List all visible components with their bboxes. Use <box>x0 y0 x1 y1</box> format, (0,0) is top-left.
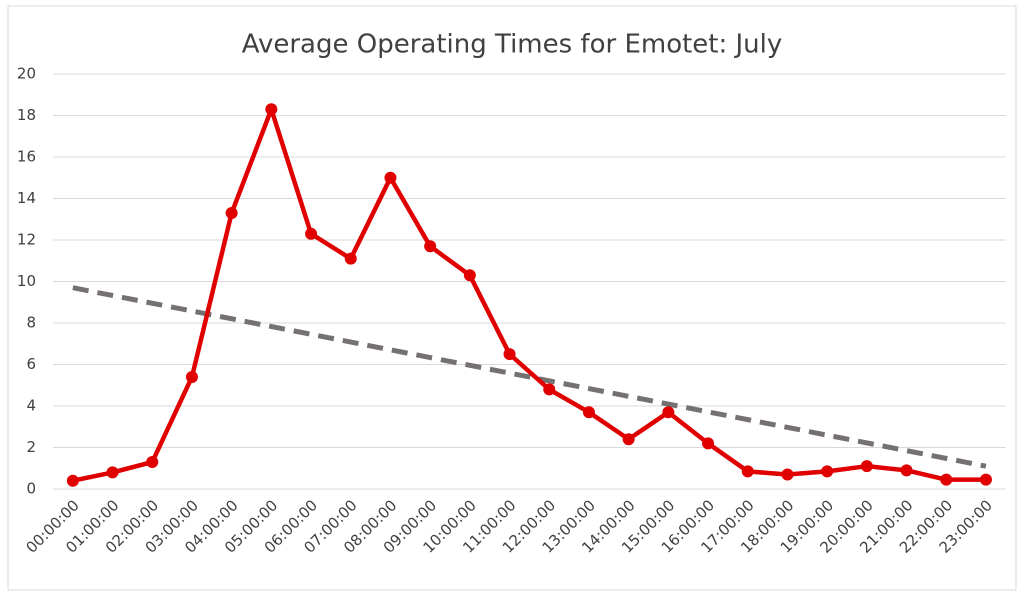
y-tick-label: 0 <box>26 480 36 498</box>
chart-title: Average Operating Times for Emotet: July <box>242 30 783 60</box>
marker <box>305 227 318 240</box>
marker <box>225 207 238 220</box>
marker <box>582 406 595 419</box>
marker <box>384 171 397 184</box>
trendline <box>72 285 987 469</box>
y-tick-label: 20 <box>17 65 36 83</box>
marker <box>821 465 834 478</box>
marker <box>503 348 516 361</box>
marker <box>900 464 913 477</box>
marker <box>185 370 198 383</box>
marker <box>66 474 79 487</box>
y-tick-label: 6 <box>26 355 36 373</box>
marker <box>979 473 992 486</box>
marker <box>860 460 873 473</box>
marker <box>702 437 715 450</box>
marker <box>424 240 437 253</box>
marker <box>622 433 635 446</box>
line <box>72 107 986 483</box>
y-tick-label: 2 <box>26 438 36 456</box>
marker <box>781 468 794 481</box>
marker <box>146 456 159 469</box>
y-tick-label: 12 <box>17 231 36 249</box>
marker <box>741 465 754 478</box>
y-tick-label: 16 <box>17 148 36 166</box>
y-tick-label: 18 <box>17 106 36 124</box>
y-tick-label: 8 <box>26 314 36 332</box>
marker <box>344 252 357 265</box>
marker <box>106 466 119 479</box>
y-tick-label: 4 <box>26 397 36 415</box>
marker <box>543 383 556 396</box>
marker <box>463 269 476 282</box>
y-tick-label: 14 <box>17 189 36 207</box>
marker <box>940 473 953 486</box>
marker <box>662 406 675 419</box>
y-tick-label: 10 <box>17 272 36 290</box>
chart-border <box>7 5 1017 591</box>
marker <box>265 103 278 116</box>
